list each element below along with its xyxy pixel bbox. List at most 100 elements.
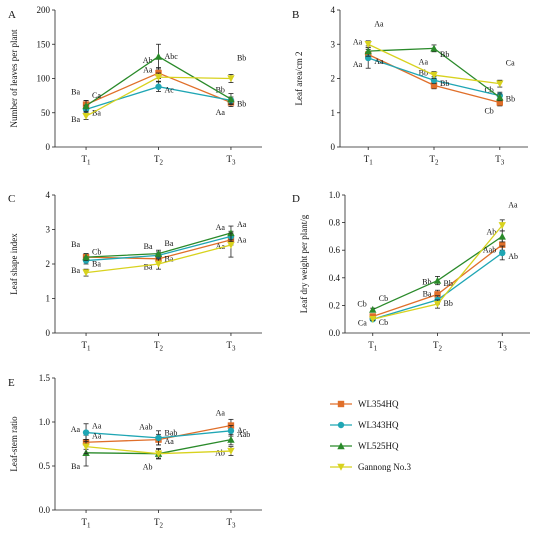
data-point bbox=[496, 80, 504, 88]
x-tick-label: T2 bbox=[154, 154, 164, 167]
y-tick-label: 3 bbox=[331, 39, 336, 49]
y-axis-title: Number of leaves per plant bbox=[9, 29, 19, 127]
significance-label: Aa bbox=[237, 235, 247, 244]
significance-label: Bb bbox=[440, 50, 449, 59]
significance-label: Bb bbox=[216, 85, 225, 94]
y-tick-label: 0 bbox=[46, 328, 51, 338]
data-point bbox=[82, 112, 90, 120]
data-point bbox=[434, 291, 441, 298]
data-point bbox=[369, 305, 377, 313]
chart-panel-d: D 0.0 0.2 0.4 0.6 0.8 1.0 T1 T2 T3 Leaf dry weight… bbox=[292, 190, 530, 353]
significance-label: Aa bbox=[143, 66, 153, 75]
significance-label: Ab bbox=[486, 228, 496, 237]
data-point bbox=[227, 435, 235, 443]
data-point bbox=[227, 447, 235, 455]
x-tick-label: T1 bbox=[82, 340, 92, 353]
data-point bbox=[82, 253, 90, 261]
data-point bbox=[82, 269, 90, 277]
data-point bbox=[154, 52, 163, 60]
data-point bbox=[364, 47, 372, 55]
data-point bbox=[369, 316, 377, 323]
significance-label: Ab bbox=[215, 449, 225, 458]
significance-label: Ac bbox=[237, 426, 247, 435]
data-point bbox=[154, 260, 163, 268]
series-wl525hq: Ca Ba Aab bbox=[358, 230, 506, 328]
significance-label: Aa bbox=[374, 19, 384, 28]
data-point bbox=[433, 276, 442, 284]
y-tick-label: 3 bbox=[46, 225, 51, 235]
significance-label: Aa bbox=[374, 57, 384, 66]
y-axis-title: Leaf dry weight per plant/g bbox=[299, 214, 309, 313]
legend-label: WL525HQ bbox=[358, 441, 399, 451]
y-tick-label: 0.0 bbox=[39, 505, 51, 515]
significance-label: Cb bbox=[379, 294, 388, 303]
y-tick-label: 0.5 bbox=[39, 461, 51, 471]
y-tick-label: 4 bbox=[331, 5, 336, 15]
y-tick-label: 0.2 bbox=[329, 300, 340, 310]
y-axis-title: Leaf-stem ratio bbox=[9, 416, 19, 472]
y-tick-label: 200 bbox=[37, 5, 51, 15]
legend: WL354HQ WL343HQ WL525HQ Gannong No.3 bbox=[330, 399, 411, 472]
data-point bbox=[499, 241, 506, 248]
data-point bbox=[82, 429, 90, 436]
x-tick-label: T2 bbox=[154, 517, 164, 530]
legend-marker bbox=[337, 463, 345, 471]
data-point bbox=[498, 222, 506, 230]
significance-label: Aab bbox=[139, 423, 152, 432]
y-tick-label: 0.8 bbox=[329, 218, 341, 228]
significance-label: Aab bbox=[483, 245, 496, 254]
data-point bbox=[227, 75, 235, 83]
data-point bbox=[155, 434, 162, 442]
y-tick-label: 0.0 bbox=[329, 328, 341, 338]
significance-label: Ca bbox=[506, 59, 515, 68]
y-tick-label: 0.4 bbox=[329, 273, 341, 283]
significance-label: Ab bbox=[143, 463, 153, 472]
y-tick-label: 1 bbox=[331, 108, 336, 118]
legend-label: WL343HQ bbox=[358, 420, 399, 430]
data-point bbox=[499, 249, 506, 257]
significance-label: Ba bbox=[423, 290, 432, 299]
series-wl343hq: Aa Aa Aab bbox=[82, 423, 250, 446]
data-point bbox=[227, 95, 235, 103]
data-point bbox=[430, 82, 438, 89]
panel-letter: D bbox=[292, 193, 300, 205]
significance-label: Cb bbox=[484, 106, 493, 115]
data-point bbox=[430, 44, 438, 52]
significance-label: Aa bbox=[165, 437, 175, 446]
panel-letter: A bbox=[8, 9, 16, 21]
data-point bbox=[496, 99, 503, 106]
x-tick-label: T1 bbox=[82, 517, 92, 530]
significance-label: Aa bbox=[508, 200, 518, 209]
panel-letter: C bbox=[8, 193, 15, 205]
significance-label: Ca bbox=[92, 91, 101, 100]
y-tick-label: 0 bbox=[46, 142, 51, 152]
significance-label: Bb bbox=[419, 68, 428, 77]
significance-label: Aa bbox=[216, 409, 226, 418]
data-point bbox=[82, 102, 90, 110]
y-tick-label: 1.5 bbox=[39, 373, 51, 383]
y-tick-label: 1.0 bbox=[329, 190, 341, 200]
significance-label: Bb bbox=[440, 79, 449, 88]
legend-marker bbox=[337, 400, 345, 408]
significance-label: Cb bbox=[357, 299, 366, 308]
data-point bbox=[227, 427, 235, 434]
data-point bbox=[155, 83, 162, 90]
chart-panel-a: A 0 50 100 150 200 T1 T2 T3 Number of leaves per … bbox=[8, 5, 262, 167]
significance-label: Ab bbox=[143, 56, 153, 65]
y-tick-label: 0.6 bbox=[329, 245, 341, 255]
significance-label: Aa bbox=[92, 422, 102, 431]
significance-label: Bb bbox=[444, 279, 453, 288]
significance-label: Ba bbox=[71, 115, 80, 124]
legend-marker bbox=[337, 442, 345, 450]
series-gannong-no-3: Cb Bb Aa bbox=[369, 200, 518, 323]
legend-item: WL525HQ bbox=[330, 441, 399, 451]
y-tick-label: 4 bbox=[46, 190, 51, 200]
x-tick-label: T3 bbox=[495, 154, 505, 167]
significance-label: Bb bbox=[422, 277, 431, 286]
x-tick-label: T3 bbox=[226, 154, 236, 167]
data-point bbox=[154, 249, 163, 257]
x-tick-label: T3 bbox=[226, 340, 236, 353]
